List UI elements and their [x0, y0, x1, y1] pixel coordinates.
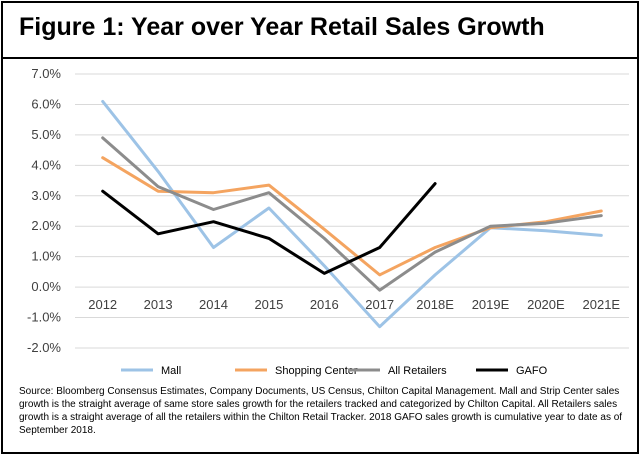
y-tick-label: 3.0%: [31, 188, 61, 203]
x-tick-label: 2020E: [527, 297, 565, 312]
y-tick-label: -1.0%: [27, 310, 61, 325]
x-tick-label: 2013: [144, 297, 173, 312]
legend-label-shopping-center: Shopping Center: [275, 365, 358, 377]
y-tick-label: 0.0%: [31, 279, 61, 294]
x-tick-label: 2021E: [583, 297, 621, 312]
x-tick-label: 2015: [254, 297, 283, 312]
legend-label-mall: Mall: [161, 365, 181, 377]
x-tick-label: 2019E: [472, 297, 510, 312]
line-chart: -2.0% -1.0% 0.0% 1.0% 2.0% 3.0% 4.0% 5.0% 6.0% 7.…: [27, 66, 629, 377]
y-tick-label: 1.0%: [31, 249, 61, 264]
y-tick-label: 6.0%: [31, 96, 61, 111]
x-tick-label: 2012: [88, 297, 117, 312]
figure-title: Figure 1: Year over Year Retail Sales Gr…: [19, 13, 545, 41]
legend-label-gafo: GAFO: [516, 365, 548, 377]
y-tick-label: -2.0%: [27, 340, 61, 355]
series-line-shopping-center: [101, 156, 603, 277]
x-tick-label: 2016: [310, 297, 339, 312]
series-line-mall: [101, 99, 603, 329]
series-line-gafo: [101, 182, 437, 275]
series-line-all-retailers: [101, 136, 603, 292]
y-tick-label: 4.0%: [31, 157, 61, 172]
source-note: Source: Bloomberg Consensus Estimates, C…: [19, 386, 623, 436]
x-tick-label: 2017: [365, 297, 394, 312]
y-tick-label: 7.0%: [31, 66, 61, 81]
title-bar: Figure 1: Year over Year Retail Sales Gr…: [3, 3, 637, 59]
y-tick-label: 5.0%: [31, 127, 61, 142]
y-tick-label: 2.0%: [31, 218, 61, 233]
x-tick-label: 2014: [199, 297, 228, 312]
x-tick-label: 2018E: [416, 297, 454, 312]
legend-label-all-retailers: All Retailers: [388, 365, 447, 377]
